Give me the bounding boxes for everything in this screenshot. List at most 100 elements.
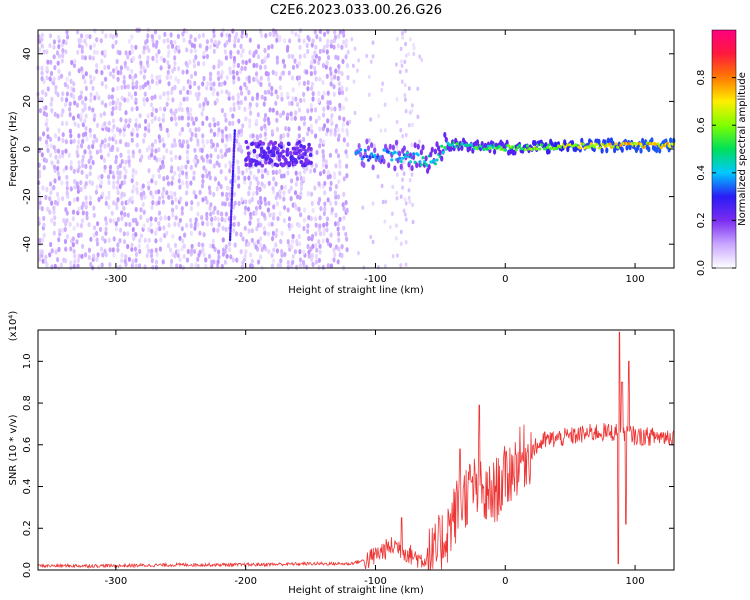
spectrogram-cell (237, 129, 241, 135)
spectrogram-cell (232, 221, 236, 228)
spectrogram-cell (229, 54, 233, 60)
spectrogram-cell (185, 155, 190, 161)
spectrogram-cell (44, 259, 48, 265)
spectrogram-cell (123, 258, 127, 264)
spectrogram-cell (416, 86, 420, 92)
spectrogram-cell (311, 38, 315, 44)
spectrogram-cell (134, 44, 138, 50)
spectrogram-cell (166, 90, 170, 96)
spectrogram-cell (322, 123, 327, 129)
spectrogram-cell (418, 139, 421, 144)
spectrogram-cell (85, 215, 89, 221)
spectrogram-cell (311, 54, 315, 61)
spectrogram-cell (297, 37, 301, 43)
spectrogram-cell (395, 172, 399, 177)
spectrogram-cell (147, 180, 151, 187)
spectrogram-cell (325, 43, 329, 49)
spectrogram-cell (261, 141, 266, 146)
spectrogram-cell (68, 128, 72, 134)
spectrogram-cell (72, 94, 76, 100)
spectrogram-cell (186, 159, 190, 165)
spectrogram-cell (263, 151, 268, 156)
spectrogram-cell (91, 143, 95, 149)
spectrogram-cell (223, 152, 227, 158)
spectrogram-cell (237, 165, 241, 171)
spectrogram-cell (535, 147, 539, 151)
spectrogram-cell (167, 194, 171, 200)
spectrogram-cell (297, 125, 301, 131)
spectrogram-cell (89, 92, 93, 98)
spectrogram-cell (186, 143, 190, 150)
spectrogram-cell (159, 65, 163, 71)
spectrogram-cell (297, 206, 301, 212)
spectrogram-cell (45, 65, 49, 72)
spectrogram-cell (202, 61, 206, 67)
spectrogram-cell (236, 175, 241, 181)
spectrogram-cell (210, 38, 214, 44)
spectrogram-cell (46, 147, 50, 154)
spectrogram-cell (260, 163, 265, 168)
spectrogram-cell (395, 190, 399, 196)
spectrogram-cell (71, 242, 75, 248)
spectrogram-cell (314, 242, 318, 249)
spectrogram-cell (135, 142, 139, 148)
spectrogram-cell (44, 194, 48, 201)
spectrogram-cell (403, 212, 407, 217)
spectrogram-cell (124, 254, 128, 260)
spectrogram-cell (247, 89, 251, 96)
spectrogram-cell (221, 225, 225, 231)
x-tick-label: -100 (364, 274, 387, 285)
spectrogram-cell (134, 217, 138, 223)
spectrogram-cell (76, 144, 80, 150)
spectrogram-cell (112, 184, 116, 190)
spectrogram-cell (424, 155, 428, 162)
spectrogram-cell (46, 59, 50, 65)
spectrogram-cell (387, 162, 391, 169)
spectrogram-cell (182, 96, 186, 102)
spectrogram-cell (145, 38, 149, 44)
spectrogram-cell (278, 194, 282, 200)
spectrogram-cell (405, 151, 409, 155)
spectrogram-cell (306, 48, 310, 55)
spectrogram-cell (399, 128, 403, 133)
spectrogram-cell (154, 259, 159, 265)
spectrogram-cell (169, 263, 173, 269)
spectrogram-cell (227, 201, 231, 207)
spectrogram-cell (161, 163, 165, 170)
spectrogram-cell (241, 48, 245, 54)
spectrogram-cell (107, 194, 111, 200)
spectrogram-cell (205, 53, 209, 60)
spectrogram-cell (149, 221, 153, 228)
spectrogram-cell (266, 146, 270, 151)
spectrogram-cell (271, 150, 276, 154)
spectrogram-cell (225, 133, 229, 140)
spectrogram-cell (88, 195, 93, 201)
spectrogram-cell (131, 173, 135, 179)
spectrogram-cell (325, 49, 329, 55)
spectrogram-cell (329, 117, 333, 123)
spectrogram-cell (307, 249, 311, 255)
spectrogram-cell (405, 68, 408, 74)
spectrogram-cell (48, 43, 52, 49)
spectrogram-cell (344, 231, 348, 237)
spectrogram-cell (131, 227, 135, 233)
spectrogram-cell (213, 122, 217, 128)
spectrogram-cell (254, 205, 259, 211)
spectrogram-cell (219, 184, 223, 190)
spectrogram-cell (88, 34, 92, 40)
spectrogram-cell (126, 212, 130, 218)
spectrogram-cell (157, 221, 161, 227)
spectrogram-cell (291, 64, 296, 70)
spectrogram-cell (359, 151, 363, 158)
spectrogram-cell (291, 53, 295, 60)
spectrogram-cell (223, 49, 227, 55)
spectrogram-cell (111, 74, 116, 80)
spectrogram-cell (264, 201, 268, 207)
spectrogram-cell (95, 68, 99, 74)
spectrogram-cell (310, 107, 314, 113)
spectrogram-cell (244, 199, 248, 205)
spectrogram-cell (52, 185, 56, 191)
spectrogram-cell (171, 97, 175, 103)
spectrogram-cell (255, 102, 259, 108)
spectrogram-cell (177, 222, 181, 228)
